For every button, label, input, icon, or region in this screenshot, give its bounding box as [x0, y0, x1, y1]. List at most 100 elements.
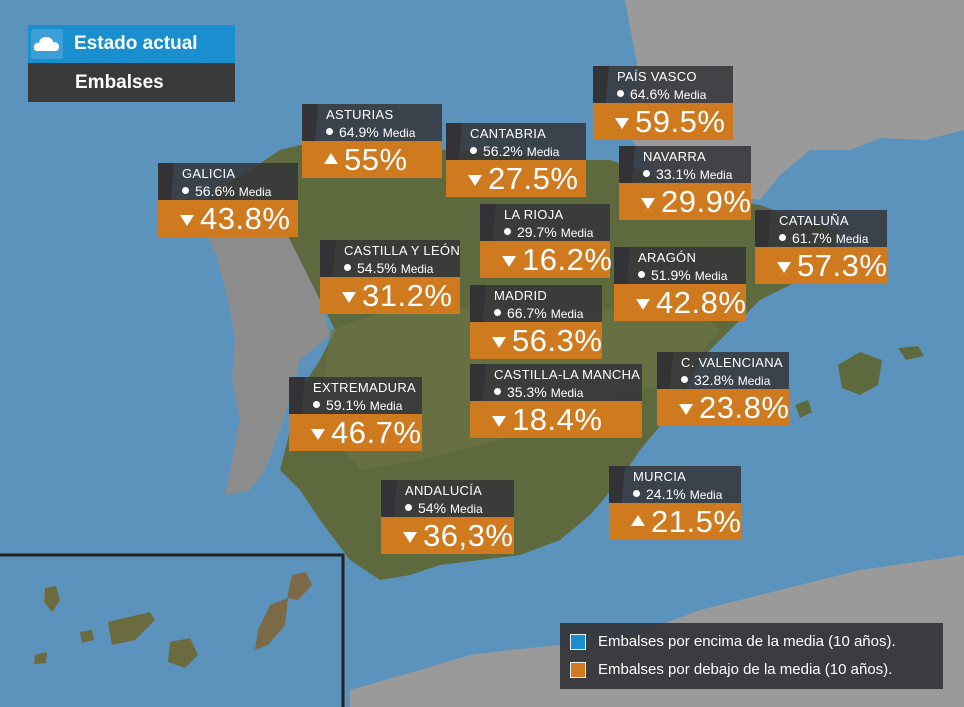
region-average: 51.9% Media [638, 267, 727, 283]
legend-label-above: Embalses por encima de la media (10 años… [598, 633, 896, 650]
region-value: 55% [344, 142, 408, 177]
trend-down-icon [492, 337, 506, 348]
region-box-extremadura: EXTREMADURA 59.1% Media 46.7% [289, 377, 422, 451]
region-name: PAÍS VASCO [617, 69, 697, 84]
region-name: MURCIA [633, 469, 687, 484]
lanzarote-island [287, 572, 312, 600]
region-average: 61.7% Media [779, 230, 868, 246]
region-name: EXTREMADURA [313, 380, 416, 395]
canary-inset [0, 553, 343, 707]
region-box-pais-vasco: PAÍS VASCO 64.6% Media 59.5% [593, 66, 733, 140]
region-average: 54.5% Media [344, 260, 433, 276]
la-gomera-island [80, 630, 94, 643]
region-name: GALICIA [182, 166, 236, 181]
region-name: CANTABRIA [470, 126, 547, 141]
trend-up-icon [324, 153, 338, 164]
region-name: C. VALENCIANA [681, 355, 783, 370]
cloud-icon [31, 29, 63, 59]
region-value: 16.2% [522, 242, 613, 277]
region-box-navarra: NAVARRA 33.1% Media 29.9% [619, 146, 751, 220]
bullet-icon [779, 233, 786, 241]
region-name: MADRID [494, 288, 548, 303]
region-value: 42.8% [656, 285, 747, 320]
region-value: 59.5% [635, 104, 726, 139]
gran-canaria-island [168, 638, 198, 668]
region-box-castilla-leon: CASTILLA Y LEÓN 54.5% Media 31.2% [320, 240, 460, 314]
bullet-icon [633, 489, 640, 497]
trend-down-icon [679, 404, 693, 415]
trend-down-icon [180, 215, 194, 226]
region-box-asturias: ASTURIAS 64.9% Media 55% [302, 104, 442, 178]
bullet-icon [470, 146, 477, 154]
region-box-la-rioja: LA RIOJA 29.7% Media 16.2% [480, 204, 613, 278]
region-value: 27.5% [488, 161, 579, 196]
region-name: NAVARRA [643, 149, 707, 164]
trend-down-icon [636, 299, 650, 310]
trend-down-icon [641, 198, 655, 209]
bullet-icon [617, 89, 624, 97]
ibiza-island [795, 400, 812, 418]
region-name: ANDALUCÍA [405, 483, 483, 498]
trend-down-icon [403, 532, 417, 543]
region-value: 46.7% [331, 415, 422, 450]
region-average: 56.6% Media [182, 183, 271, 199]
region-average: 59.1% Media [313, 397, 402, 413]
bullet-icon [182, 186, 189, 194]
region-value: 36,3% [423, 518, 514, 553]
bullet-icon [326, 127, 333, 135]
trend-down-icon [777, 262, 791, 273]
region-value: 21.5% [651, 504, 742, 539]
region-box-castilla-la-mancha: CASTILLA-LA MANCHA 35.3% Media 18.4% [470, 364, 642, 438]
trend-down-icon [615, 118, 629, 129]
el-hierro-island [34, 652, 47, 664]
bullet-icon [344, 263, 351, 271]
tenerife-island [108, 612, 155, 645]
menorca-island [898, 346, 924, 360]
region-name: CASTILLA Y LEÓN [344, 243, 461, 258]
region-average: 56.2% Media [470, 143, 559, 159]
region-average: 64.9% Media [326, 124, 415, 140]
region-value: 31.2% [362, 278, 453, 313]
trend-down-icon [311, 429, 325, 440]
region-value: 18.4% [512, 402, 603, 437]
canary-inset-border [0, 553, 345, 707]
region-average: 29.7% Media [504, 224, 593, 240]
region-value: 23.8% [699, 390, 790, 425]
trend-down-icon [492, 416, 506, 427]
region-box-madrid: MADRID 66.7% Media 56.3% [470, 285, 602, 359]
header-title-bar: Estado actual [28, 25, 235, 63]
legend-swatch-above [570, 634, 586, 650]
region-average: 32.8% Media [681, 372, 770, 388]
region-average: 35.3% Media [494, 384, 583, 400]
region-box-aragon: ARAGÓN 51.9% Media 42.8% [614, 247, 746, 321]
header-subtitle: Embalses [75, 72, 164, 93]
trend-down-icon [342, 292, 356, 303]
region-box-galicia: GALICIA 56.6% Media 43.8% [158, 163, 298, 237]
bullet-icon [494, 308, 501, 316]
trend-down-icon [468, 175, 482, 186]
portugal-land [205, 220, 330, 495]
header-title: Estado actual [74, 33, 198, 54]
region-name: LA RIOJA [504, 207, 564, 222]
region-name: CATALUÑA [779, 213, 849, 228]
legend: Embalses por encima de la media (10 años… [560, 623, 943, 689]
region-average: 64.6% Media [617, 86, 706, 102]
bullet-icon [313, 400, 320, 408]
region-average: 24.1% Media [633, 486, 722, 502]
bullet-icon [643, 169, 650, 177]
mallorca-island [838, 352, 882, 395]
region-average: 66.7% Media [494, 305, 583, 321]
region-box-cantabria: CANTABRIA 56.2% Media 27.5% [446, 123, 586, 197]
bullet-icon [504, 227, 511, 235]
region-box-andalucia: ANDALUCÍA 54% Media 36,3% [381, 480, 514, 554]
trend-up-icon [631, 515, 645, 526]
la-palma-island [44, 586, 60, 612]
region-average: 33.1% Media [643, 166, 732, 182]
legend-label-below: Embalses por debajo de la media (10 años… [598, 661, 893, 678]
region-box-c-valenciana: C. VALENCIANA 32.8% Media 23.8% [657, 352, 789, 426]
region-average: 54% Media [405, 500, 483, 516]
region-value: 43.8% [200, 201, 291, 236]
legend-swatch-below [570, 662, 586, 678]
region-name: ASTURIAS [326, 107, 394, 122]
region-value: 57.3% [797, 248, 888, 283]
